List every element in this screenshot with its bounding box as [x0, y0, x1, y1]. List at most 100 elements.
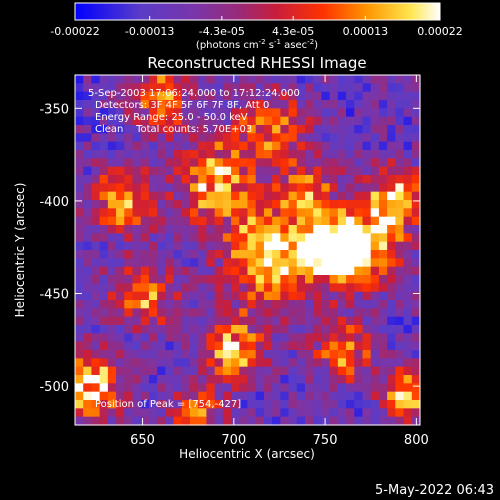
heatmap-cell [411, 216, 421, 226]
heatmap-cell [387, 400, 396, 409]
heatmap-cell [288, 325, 298, 334]
heatmap-cell [173, 75, 183, 84]
heatmap-cell [411, 283, 421, 293]
heatmap-cell [107, 366, 117, 376]
heatmap-cell [181, 416, 191, 426]
heatmap-cell [222, 116, 232, 126]
heatmap-cell [75, 216, 84, 226]
heatmap-cell [272, 191, 281, 201]
heatmap-cell [329, 191, 339, 201]
heatmap-cell [321, 200, 331, 209]
heatmap-cell [75, 83, 84, 93]
heatmap-cell [222, 275, 232, 284]
heatmap-cell [107, 116, 117, 126]
heatmap-cell [280, 266, 290, 276]
heatmap-cell [190, 175, 199, 184]
heatmap-cell [140, 208, 150, 218]
heatmap-cell [124, 200, 134, 209]
heatmap-cell [337, 400, 347, 409]
heatmap-cell [198, 225, 208, 234]
heatmap-cell [206, 341, 216, 351]
heatmap-cell [395, 158, 405, 168]
heatmap-cell [239, 225, 249, 234]
heatmap-cell [214, 366, 224, 376]
heatmap-cell [305, 225, 314, 234]
heatmap-cell [132, 250, 142, 259]
heatmap-cell [296, 191, 306, 201]
heatmap-cell [411, 366, 421, 376]
heatmap-cell [83, 200, 93, 209]
heatmap-cell [198, 291, 208, 301]
heatmap-cell [132, 383, 142, 393]
heatmap-cell [239, 216, 249, 226]
heatmap-cell [91, 183, 101, 193]
heatmap-cell [411, 200, 421, 209]
heatmap-cell [165, 125, 175, 134]
heatmap-cell [231, 416, 240, 426]
heatmap-cell [272, 116, 281, 126]
colorbar-ticks: -0.00022 -0.00013 -4.3e-05 4.3e-05 0.00013 0.… [50, 16, 463, 38]
heatmap-cell [395, 375, 405, 384]
heatmap-cell [296, 241, 306, 251]
heatmap-cell [296, 200, 306, 209]
heatmap-cell [107, 275, 117, 284]
heatmap-cell [411, 125, 421, 134]
heatmap-cell [280, 416, 290, 426]
heatmap-cell [387, 200, 396, 209]
heatmap-cell [411, 233, 421, 243]
heatmap-cell [247, 83, 257, 93]
heatmap-cell [403, 275, 413, 284]
heatmap-cell [255, 258, 265, 268]
heatmap-cell [140, 358, 150, 368]
heatmap-cell [288, 400, 298, 409]
colorbar-tick-label: 0.00013 [343, 25, 389, 38]
detectors-annotation: Detectors: 3F 4F 5F 6F 7F 8F, Att 0 [95, 100, 270, 111]
heatmap-cell [346, 358, 355, 368]
heatmap-cell [214, 300, 224, 309]
heatmap-cell [239, 358, 249, 368]
heatmap-cell [206, 350, 216, 359]
heatmap-cell [75, 366, 84, 376]
heatmap-cell [107, 225, 117, 234]
heatmap-cell [222, 341, 232, 351]
heatmap-cell [296, 75, 306, 84]
heatmap-cell [181, 358, 191, 368]
heatmap-cell [83, 75, 93, 84]
heatmap-cell [337, 391, 347, 401]
heatmap-cell [403, 283, 413, 293]
heatmap-cell [411, 116, 421, 126]
heatmap-cell [181, 191, 191, 201]
heatmap-cell [99, 166, 109, 176]
heatmap-cell [337, 283, 347, 293]
heatmap-cell [91, 291, 101, 301]
heatmap-cell [75, 266, 84, 276]
heatmap-cell [354, 75, 364, 84]
heatmap-cell [395, 241, 405, 251]
heatmap-cell [403, 258, 413, 268]
heatmap-cell [91, 250, 101, 259]
heatmap-cell [190, 100, 199, 109]
heatmap-cell [222, 141, 232, 151]
heatmap-cell [329, 308, 339, 318]
heatmap-cell [132, 133, 142, 143]
heatmap-cell [263, 225, 273, 234]
heatmap-cell [255, 233, 265, 243]
heatmap-cell [173, 416, 183, 426]
heatmap-cell [346, 141, 355, 151]
heatmap-cell [222, 100, 232, 109]
heatmap-cell [190, 258, 199, 268]
heatmap-cell [107, 233, 117, 243]
heatmap-cell [378, 91, 388, 101]
heatmap-cell [346, 200, 355, 209]
heatmap-cell [370, 258, 380, 268]
heatmap-cell [305, 75, 314, 84]
heatmap-cell [395, 283, 405, 293]
heatmap-cell [403, 183, 413, 193]
heatmap-cell [206, 100, 216, 109]
heatmap-cell [362, 325, 372, 334]
heatmap-cell [288, 241, 298, 251]
heatmap-cell [231, 166, 240, 176]
heatmap-cell [107, 191, 117, 201]
heatmap-cell [132, 350, 142, 359]
heatmap-cell [387, 416, 396, 426]
